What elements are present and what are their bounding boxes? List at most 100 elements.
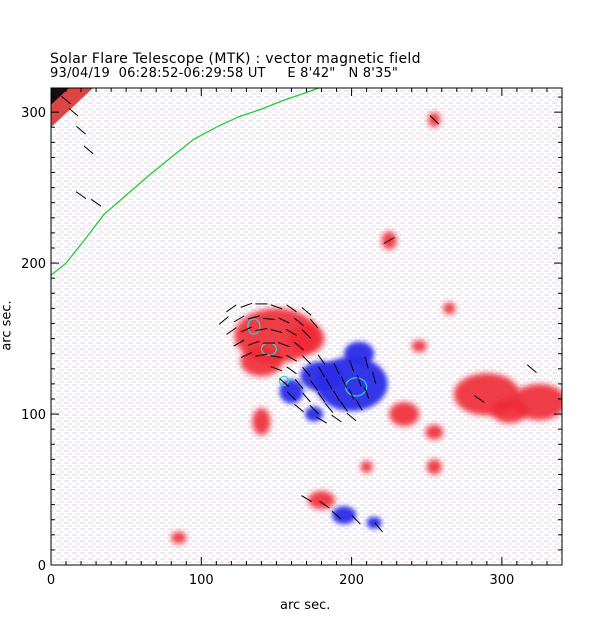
field-vector: [270, 355, 283, 359]
field-vector: [474, 395, 485, 403]
field-vector: [294, 403, 304, 413]
field-vector: [374, 522, 383, 533]
field-vector: [333, 363, 340, 375]
positive-polarity-region: [443, 302, 456, 315]
y-tick-label: 300: [21, 106, 46, 121]
field-vector: [346, 412, 357, 422]
field-vector: [233, 315, 245, 323]
field-vector: [301, 307, 312, 316]
x-tick-label: 300: [489, 573, 514, 588]
field-vector: [325, 378, 333, 390]
field-vector: [68, 107, 79, 117]
field-vector: [270, 366, 283, 372]
field-vector: [270, 329, 283, 334]
field-vector: [218, 316, 229, 325]
x-axis-label: arc sec.: [280, 598, 331, 613]
y-tick-label: 200: [21, 257, 46, 272]
field-vector: [248, 340, 260, 346]
field-vector: [317, 354, 326, 365]
positive-polarity-region: [425, 424, 444, 440]
field-vector: [316, 416, 327, 424]
field-vector: [383, 237, 395, 244]
y-tick-label: 100: [21, 408, 46, 423]
x-tick-label: 100: [189, 573, 214, 588]
field-vector: [302, 392, 311, 403]
field-vector: [278, 317, 290, 324]
field-vector: [255, 328, 268, 332]
field-vector: [240, 326, 253, 333]
field-vector: [340, 401, 348, 412]
field-vector: [301, 355, 312, 365]
positive-polarity-region: [288, 323, 325, 354]
field-vector: [76, 126, 87, 135]
field-vector: [294, 317, 304, 327]
field-vector: [317, 392, 326, 403]
positive-polarity-region: [360, 460, 373, 473]
field-vector: [240, 302, 253, 308]
field-vector: [279, 378, 289, 387]
field-vector: [319, 500, 330, 509]
y-tick-label: 0: [38, 559, 46, 574]
field-vector: [355, 399, 363, 411]
positive-polarity-region: [389, 401, 420, 427]
x-tick-label: 200: [339, 573, 364, 588]
field-vector: [286, 329, 297, 336]
field-vector: [262, 317, 275, 320]
y-axis-label: arc sec.: [0, 300, 15, 351]
field-vector: [341, 376, 348, 389]
field-vector: [348, 388, 355, 401]
field-vector: [318, 366, 325, 378]
corner-artifact: [51, 88, 70, 105]
field-vector: [302, 366, 311, 377]
field-vector: [226, 304, 237, 313]
positive-polarity-region: [252, 408, 271, 436]
field-vector: [255, 353, 268, 357]
field-vector: [372, 371, 377, 384]
x-tick-label: 0: [47, 573, 55, 588]
field-vector: [278, 342, 290, 348]
positive-polarity-region: [171, 531, 187, 544]
neutral-line-contour: [344, 377, 368, 397]
neutral-line-contour: [278, 375, 290, 386]
field-vector: [286, 391, 297, 401]
field-vector: [286, 304, 297, 313]
negative-polarity-region: [344, 341, 375, 366]
field-vector: [286, 354, 297, 362]
field-vector: [301, 329, 312, 339]
field-vector: [75, 191, 87, 200]
positive-polarity-region: [240, 346, 283, 377]
neutral-line-contour: [247, 318, 261, 335]
corner-artifact: [51, 88, 94, 128]
field-vector: [294, 378, 304, 389]
field-vector: [270, 304, 283, 310]
field-vector: [324, 403, 334, 413]
field-vector: [294, 341, 304, 351]
field-vector: [240, 352, 253, 359]
field-vector: [233, 339, 245, 347]
field-vector: [349, 359, 355, 372]
chart-title: Solar Flare Telescope (MTK) : vector mag…: [50, 51, 421, 67]
field-vector: [429, 115, 439, 125]
field-vector: [309, 404, 319, 415]
negative-polarity-region: [366, 516, 382, 529]
negative-polarity-region: [332, 506, 357, 525]
field-vector: [331, 414, 342, 423]
positive-polarity-region: [308, 491, 336, 510]
negative-polarity-region: [300, 361, 343, 392]
solar-limb-curve: [51, 88, 319, 276]
field-vector: [526, 364, 537, 373]
field-vector: [83, 145, 94, 155]
field-vector: [309, 318, 319, 329]
field-vector: [286, 366, 297, 375]
negative-polarity-region: [279, 379, 304, 404]
field-vector: [351, 515, 361, 525]
positive-polarity-region: [491, 398, 528, 424]
field-vector: [356, 375, 362, 387]
field-vector: [333, 390, 341, 402]
field-vector: [364, 387, 370, 399]
field-vector: [331, 510, 342, 520]
field-vector: [301, 495, 312, 503]
positive-polarity-region: [411, 340, 427, 353]
field-vector: [90, 198, 102, 207]
